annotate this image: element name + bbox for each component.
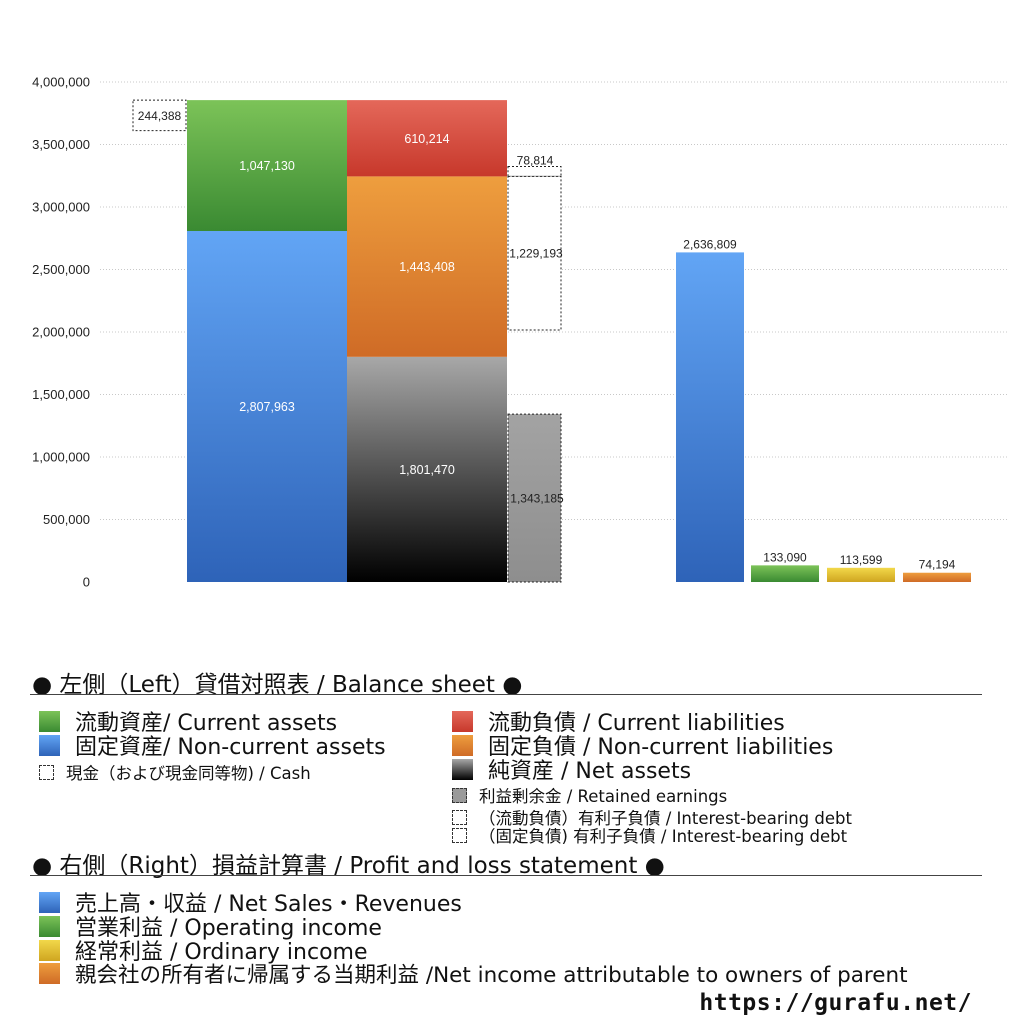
legend-item-ibd-current: （流動負債）有利子負債 / Interest-bearing debt bbox=[452, 805, 852, 829]
data-labels: 2,807,963 1,047,130 1,801,470 1,443,408 610,… bbox=[138, 109, 956, 572]
legend-label: 経常利益 / Ordinary income bbox=[75, 940, 368, 965]
pl-label-0: 2,636,809 bbox=[683, 237, 737, 251]
green-swatch-icon bbox=[39, 915, 60, 937]
legend-item-ordinary-income: 経常利益 / Ordinary income bbox=[39, 934, 368, 966]
retained-earnings-box bbox=[507, 413, 562, 583]
y-tick-label: 1,500,000 bbox=[32, 387, 90, 402]
legend-right-rule bbox=[30, 875, 982, 876]
pl-bar-2 bbox=[827, 567, 895, 582]
assets-label-1: 1,047,130 bbox=[239, 159, 295, 173]
legend-label: 固定資産/ Non-current assets bbox=[75, 735, 386, 760]
legend-item-net-income: 親会社の所有者に帰属する当期利益 /Net income attributabl… bbox=[39, 958, 908, 989]
ibd-noncurrent-box bbox=[507, 175, 562, 331]
legend-label: （流動負債）有利子負債 / Interest-bearing debt bbox=[479, 809, 852, 828]
legend-item-non-current-assets: 固定資産/ Non-current assets bbox=[39, 729, 386, 761]
bars bbox=[132, 99, 971, 583]
liabilities-label-2: 610,214 bbox=[404, 132, 449, 146]
orange-swatch-icon bbox=[39, 963, 60, 984]
pl-label-2: 113,599 bbox=[840, 553, 883, 567]
liabilities-segment-1 bbox=[347, 176, 507, 357]
dashed-swatch-icon bbox=[452, 809, 467, 825]
legend-item-operating-income: 営業利益 / Operating income bbox=[39, 910, 382, 942]
legend-label: 売上高・収益 / Net Sales・Revenues bbox=[75, 892, 462, 917]
assets-label-0: 2,807,963 bbox=[239, 400, 295, 414]
legend-label: 利益剰余金 / Retained earnings bbox=[479, 787, 728, 806]
legend-left-rule bbox=[30, 694, 982, 695]
dashed-swatch-icon bbox=[39, 764, 54, 780]
liabilities-segment-0 bbox=[347, 356, 507, 582]
y-tick-label: 1,000,000 bbox=[32, 450, 90, 465]
pl-bar-0 bbox=[676, 252, 744, 583]
chart-svg: 0 500,000 1,000,000 1,500,000 2,000,000 2,500… bbox=[32, 75, 1008, 590]
ibd-current-label: 78,814 bbox=[517, 154, 554, 168]
liabilities-label-1: 1,443,408 bbox=[399, 260, 455, 274]
liabilities-label-0: 1,801,470 bbox=[399, 463, 455, 477]
legend-item-net-sales: 売上高・収益 / Net Sales・Revenues bbox=[39, 886, 462, 918]
orange-swatch-icon bbox=[452, 734, 473, 756]
y-tick-label: 3,000,000 bbox=[32, 200, 90, 215]
legend-label: 親会社の所有者に帰属する当期利益 /Net income attributabl… bbox=[75, 963, 908, 988]
legend-label: 流動資産/ Current assets bbox=[75, 711, 338, 736]
legend-label: 固定負債 / Non-current liabilities bbox=[488, 735, 834, 760]
gray-swatch-icon bbox=[452, 787, 467, 803]
ibd-current-box bbox=[507, 166, 562, 177]
y-tick-label: 2,500,000 bbox=[32, 262, 90, 277]
pl-label-1: 133,090 bbox=[763, 550, 807, 564]
legend-label: 純資産 / Net assets bbox=[488, 759, 692, 784]
legend-label: 営業利益 / Operating income bbox=[75, 916, 382, 941]
y-tick-label: 3,500,000 bbox=[32, 137, 90, 152]
legend-left-title: ● 左側（Left）貸借対照表 / Balance sheet ● bbox=[32, 672, 523, 698]
y-tick-label: 500,000 bbox=[43, 512, 90, 527]
yellow-swatch-icon bbox=[39, 939, 60, 961]
assets-segment-0 bbox=[187, 231, 347, 582]
source-url: https://gurafu.net/ bbox=[699, 990, 972, 1016]
assets-segment-1 bbox=[187, 100, 347, 232]
y-tick-label: 2,000,000 bbox=[32, 325, 90, 340]
legend-item-cash: 現金（および現金同等物) / Cash bbox=[39, 760, 311, 784]
legend-label: 現金（および現金同等物) / Cash bbox=[66, 764, 311, 783]
legend-item-net-assets: 純資産 / Net assets bbox=[452, 753, 691, 785]
ibd-noncurrent-label: 1,229,193 bbox=[509, 247, 563, 261]
legend-item-ibd-noncurrent: （固定負債) 有利子負債 / Interest-bearing debt bbox=[452, 823, 847, 847]
pl-bar-3 bbox=[903, 572, 971, 582]
retained-earnings-label: 1,343,185 bbox=[510, 492, 564, 506]
pl-bar-1 bbox=[751, 565, 819, 582]
legend-right-title: ● 右側（Right）損益計算書 / Profit and loss state… bbox=[32, 853, 665, 879]
cash-label: 244,388 bbox=[138, 109, 182, 123]
dashed-swatch-icon bbox=[452, 827, 467, 843]
legend-item-non-current-liabilities: 固定負債 / Non-current liabilities bbox=[452, 729, 833, 761]
black-swatch-icon bbox=[452, 758, 473, 780]
liabilities-segment-2 bbox=[347, 100, 507, 177]
legend-label: 流動負債 / Current liabilities bbox=[488, 711, 785, 736]
legend-item-current-liabilities: 流動負債 / Current liabilities bbox=[452, 705, 785, 737]
legend-item-retained-earnings: 利益剰余金 / Retained earnings bbox=[452, 783, 727, 807]
pl-label-3: 74,194 bbox=[919, 558, 956, 572]
red-swatch-icon bbox=[452, 710, 473, 732]
legend-label: （固定負債) 有利子負債 / Interest-bearing debt bbox=[479, 827, 848, 846]
y-tick-label: 4,000,000 bbox=[32, 75, 90, 90]
y-tick-label: 0 bbox=[83, 575, 90, 590]
legend-item-current-assets: 流動資産/ Current assets bbox=[39, 705, 337, 737]
green-swatch-icon bbox=[39, 710, 60, 732]
blue-swatch-icon bbox=[39, 891, 60, 913]
blue-swatch-icon bbox=[39, 734, 60, 756]
cash-box bbox=[132, 99, 187, 132]
y-axis-ticks: 0 500,000 1,000,000 1,500,000 2,000,000 2,500… bbox=[32, 75, 90, 590]
